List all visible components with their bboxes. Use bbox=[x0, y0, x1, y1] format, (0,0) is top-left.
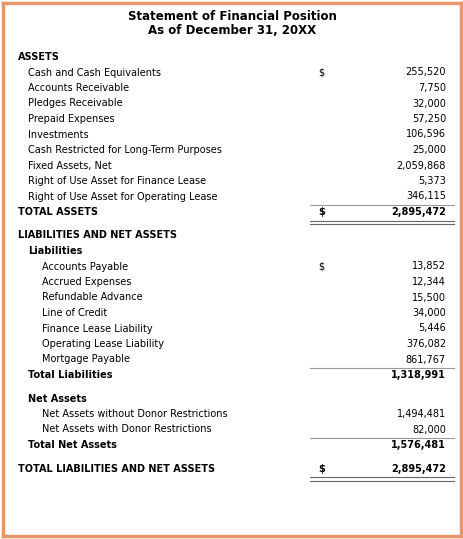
Text: Cash and Cash Equivalents: Cash and Cash Equivalents bbox=[28, 67, 161, 78]
Text: 1,494,481: 1,494,481 bbox=[396, 409, 445, 419]
Text: 32,000: 32,000 bbox=[411, 99, 445, 108]
Text: $: $ bbox=[317, 207, 324, 217]
Text: Finance Lease Liability: Finance Lease Liability bbox=[42, 323, 152, 334]
Text: Liabilities: Liabilities bbox=[28, 246, 82, 256]
Text: 376,082: 376,082 bbox=[405, 339, 445, 349]
Text: Right of Use Asset for Finance Lease: Right of Use Asset for Finance Lease bbox=[28, 176, 206, 186]
Text: 57,250: 57,250 bbox=[411, 114, 445, 124]
Text: Line of Credit: Line of Credit bbox=[42, 308, 107, 318]
Text: Accounts Receivable: Accounts Receivable bbox=[28, 83, 129, 93]
Text: Accounts Payable: Accounts Payable bbox=[42, 261, 128, 272]
Text: 346,115: 346,115 bbox=[405, 191, 445, 202]
Text: 82,000: 82,000 bbox=[411, 425, 445, 434]
Text: LIABILITIES AND NET ASSETS: LIABILITIES AND NET ASSETS bbox=[18, 231, 176, 240]
Text: Statement of Financial Position: Statement of Financial Position bbox=[127, 10, 336, 23]
Text: 2,895,472: 2,895,472 bbox=[390, 464, 445, 473]
Text: 7,750: 7,750 bbox=[417, 83, 445, 93]
Text: Pledges Receivable: Pledges Receivable bbox=[28, 99, 122, 108]
Text: 2,895,472: 2,895,472 bbox=[390, 207, 445, 217]
Text: Total Net Assets: Total Net Assets bbox=[28, 440, 117, 450]
Text: Refundable Advance: Refundable Advance bbox=[42, 293, 142, 302]
Text: Operating Lease Liability: Operating Lease Liability bbox=[42, 339, 163, 349]
Text: TOTAL ASSETS: TOTAL ASSETS bbox=[18, 207, 98, 217]
Text: 255,520: 255,520 bbox=[405, 67, 445, 78]
Text: Net Assets without Donor Restrictions: Net Assets without Donor Restrictions bbox=[42, 409, 227, 419]
Text: $: $ bbox=[317, 261, 324, 272]
Text: Net Assets: Net Assets bbox=[28, 393, 87, 404]
Text: ASSETS: ASSETS bbox=[18, 52, 60, 62]
Text: 25,000: 25,000 bbox=[411, 145, 445, 155]
Text: Total Liabilities: Total Liabilities bbox=[28, 370, 112, 380]
Text: As of December 31, 20XX: As of December 31, 20XX bbox=[148, 24, 315, 37]
Text: Net Assets with Donor Restrictions: Net Assets with Donor Restrictions bbox=[42, 425, 211, 434]
Text: Fixed Assets, Net: Fixed Assets, Net bbox=[28, 161, 112, 170]
Text: 13,852: 13,852 bbox=[411, 261, 445, 272]
Text: Mortgage Payable: Mortgage Payable bbox=[42, 355, 130, 364]
Text: 15,500: 15,500 bbox=[411, 293, 445, 302]
Text: 12,344: 12,344 bbox=[411, 277, 445, 287]
Text: $: $ bbox=[317, 464, 324, 473]
Text: 861,767: 861,767 bbox=[405, 355, 445, 364]
Text: 5,446: 5,446 bbox=[417, 323, 445, 334]
Text: Accrued Expenses: Accrued Expenses bbox=[42, 277, 131, 287]
Text: $: $ bbox=[317, 67, 324, 78]
Text: Cash Restricted for Long-Term Purposes: Cash Restricted for Long-Term Purposes bbox=[28, 145, 221, 155]
Text: 1,318,991: 1,318,991 bbox=[390, 370, 445, 380]
Text: 106,596: 106,596 bbox=[405, 129, 445, 140]
Text: Right of Use Asset for Operating Lease: Right of Use Asset for Operating Lease bbox=[28, 191, 217, 202]
Text: 34,000: 34,000 bbox=[411, 308, 445, 318]
Text: Prepaid Expenses: Prepaid Expenses bbox=[28, 114, 114, 124]
Text: 2,059,868: 2,059,868 bbox=[396, 161, 445, 170]
Text: 1,576,481: 1,576,481 bbox=[390, 440, 445, 450]
Text: 5,373: 5,373 bbox=[417, 176, 445, 186]
Text: TOTAL LIABILITIES AND NET ASSETS: TOTAL LIABILITIES AND NET ASSETS bbox=[18, 464, 215, 473]
Text: Investments: Investments bbox=[28, 129, 88, 140]
